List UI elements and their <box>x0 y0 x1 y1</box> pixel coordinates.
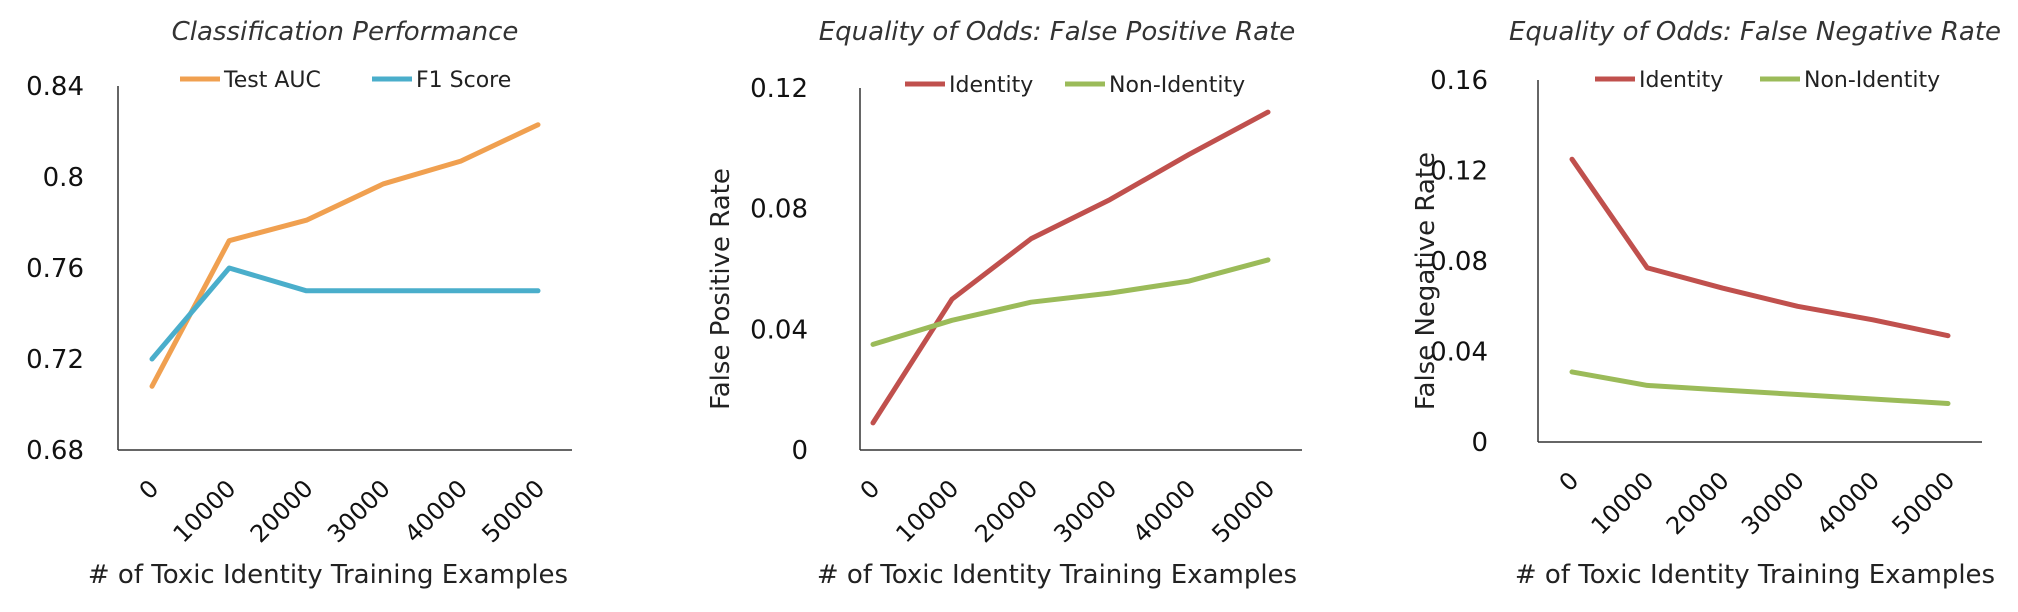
series-line <box>1569 156 1951 339</box>
y-tick-label: 0.84 <box>26 72 84 102</box>
x-tick-label: 10000 <box>1586 466 1660 540</box>
series-line <box>149 265 541 362</box>
x-tick-label: 50000 <box>1886 466 1960 540</box>
x-tick-label: 30000 <box>322 474 396 548</box>
y-tick-label: 0.68 <box>26 436 84 466</box>
x-axis-label: # of Toxic Identity Training Examples <box>88 560 568 590</box>
y-tick-label: 0.16 <box>1430 66 1488 96</box>
chart-title: Classification Performance <box>172 17 519 47</box>
y-tick-label: 0 <box>791 436 808 466</box>
chart-panel-1: Classification Performance 0.68 0.72 0.76 0.… <box>26 17 572 590</box>
series-line <box>1569 369 1951 406</box>
y-axis-label: False Positive Rate <box>706 168 736 410</box>
x-axis-label: # of Toxic Identity Training Examples <box>1515 560 1995 590</box>
x-tick-label: 50000 <box>476 474 550 548</box>
legend-label: Non-Identity <box>1109 73 1245 98</box>
series-line <box>149 122 541 389</box>
legend-label: Non-Identity <box>1804 68 1940 93</box>
x-tick-label: 0 <box>855 474 886 505</box>
y-axis-label: False Negative Rate <box>1411 152 1441 410</box>
y-tick-label: 0.76 <box>26 254 84 284</box>
x-tick-label: 50000 <box>1206 474 1280 548</box>
x-tick-label: 20000 <box>969 474 1043 548</box>
chart-panel-2: Equality of Odds: False Positive Rate 0 0.… <box>706 17 1302 590</box>
y-tick-label: 0.08 <box>1430 247 1488 277</box>
chart-title: Equality of Odds: False Negative Rate <box>1509 17 2001 47</box>
series-line <box>870 257 1271 347</box>
y-tick-label: 0 <box>1471 428 1488 458</box>
legend-label: Identity <box>1639 68 1723 93</box>
y-tick-label: 0.12 <box>750 74 808 104</box>
x-tick-label: 40000 <box>1811 466 1885 540</box>
x-tick-label: 10000 <box>168 474 242 548</box>
x-tick-label: 0 <box>1554 466 1585 497</box>
y-tick-label: 0.12 <box>1430 157 1488 187</box>
y-tick-label: 0.08 <box>750 195 808 225</box>
x-tick-label: 20000 <box>1661 466 1735 540</box>
x-tick-label: 40000 <box>1127 474 1201 548</box>
x-tick-label: 30000 <box>1736 466 1810 540</box>
x-tick-label: 20000 <box>245 474 319 548</box>
y-tick-label: 0.72 <box>26 345 84 375</box>
x-axis-label: # of Toxic Identity Training Examples <box>817 560 1297 590</box>
y-tick-label: 0.04 <box>1430 338 1488 368</box>
legend-label: Test AUC <box>223 68 321 93</box>
y-tick-label: 0.04 <box>750 315 808 345</box>
x-tick-label: 30000 <box>1048 474 1122 548</box>
y-tick-label: 0.8 <box>43 163 84 193</box>
chart-panel-3: Equality of Odds: False Negative Rate 0 0.… <box>1411 17 2001 590</box>
series-line <box>870 109 1271 426</box>
x-tick-label: 40000 <box>399 474 473 548</box>
x-tick-label: 10000 <box>890 474 964 548</box>
legend-label: F1 Score <box>416 68 511 93</box>
legend-label: Identity <box>949 73 1033 98</box>
x-tick-label: 0 <box>134 474 165 505</box>
chart-title: Equality of Odds: False Positive Rate <box>819 17 1296 47</box>
